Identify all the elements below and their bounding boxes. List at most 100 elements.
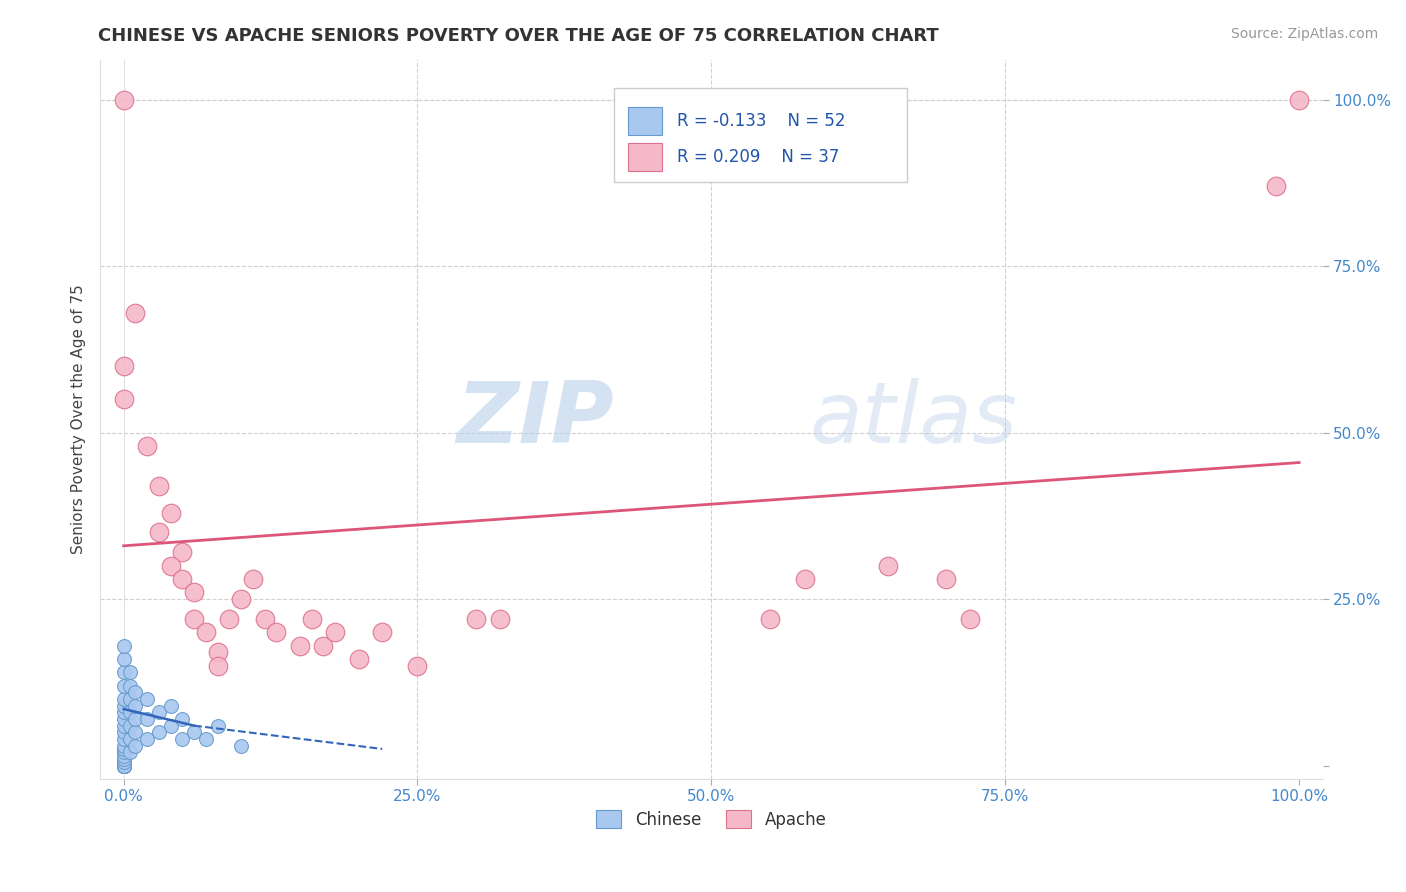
Point [112, 752, 135, 766]
Point [112, 359, 135, 373]
Point [266, 625, 288, 640]
Point [183, 612, 205, 626]
Point [112, 758, 135, 772]
Text: atlas: atlas [808, 377, 1017, 461]
Point [112, 742, 135, 756]
Point [194, 731, 217, 746]
Point [207, 645, 229, 659]
Point [112, 731, 135, 746]
Point [112, 758, 135, 772]
Point [465, 612, 488, 626]
Point [118, 745, 141, 759]
Point [172, 731, 194, 746]
Point [159, 506, 181, 520]
Point [371, 625, 394, 640]
Point [112, 712, 135, 726]
Point [253, 612, 276, 626]
Point [118, 692, 141, 706]
Point [112, 745, 135, 759]
Point [112, 758, 135, 772]
Point [136, 712, 159, 726]
Point [172, 572, 194, 586]
Point [112, 758, 135, 772]
Point [112, 758, 135, 772]
Point [118, 665, 141, 680]
Point [112, 652, 135, 666]
Point [124, 306, 146, 320]
Point [242, 572, 264, 586]
Text: CHINESE VS APACHE SENIORS POVERTY OVER THE AGE OF 75 CORRELATION CHART: CHINESE VS APACHE SENIORS POVERTY OVER T… [98, 27, 939, 45]
Point [406, 658, 429, 673]
Point [935, 572, 957, 586]
Point [959, 612, 981, 626]
Point [759, 612, 782, 626]
Text: ZIP: ZIP [456, 377, 613, 461]
Point [112, 665, 135, 680]
Point [136, 439, 159, 453]
Point [112, 679, 135, 693]
Point [112, 718, 135, 732]
Point [159, 718, 181, 732]
Point [207, 658, 229, 673]
Point [218, 612, 240, 626]
Point [112, 758, 135, 772]
Point [148, 725, 170, 739]
Point [172, 712, 194, 726]
Point [112, 692, 135, 706]
Point [112, 748, 135, 763]
Point [136, 731, 159, 746]
Point [148, 479, 170, 493]
Point [183, 725, 205, 739]
Point [231, 592, 253, 607]
Text: R = -0.133    N = 52: R = -0.133 N = 52 [678, 112, 845, 130]
Point [159, 558, 181, 573]
Point [112, 739, 135, 753]
Point [288, 639, 311, 653]
Point [231, 739, 253, 753]
Text: R = 0.209    N = 37: R = 0.209 N = 37 [678, 148, 839, 166]
Point [118, 718, 141, 732]
Point [124, 712, 146, 726]
Point [301, 612, 323, 626]
Point [183, 585, 205, 599]
Point [112, 758, 135, 772]
Point [112, 698, 135, 713]
Point [488, 612, 510, 626]
Point [794, 572, 817, 586]
Point [112, 756, 135, 770]
Text: Source: ZipAtlas.com: Source: ZipAtlas.com [1230, 27, 1378, 41]
Point [323, 625, 346, 640]
Point [207, 718, 229, 732]
Point [347, 652, 370, 666]
Point [172, 545, 194, 559]
FancyBboxPatch shape [628, 143, 662, 171]
Point [1264, 179, 1286, 194]
FancyBboxPatch shape [628, 107, 662, 135]
Point [112, 392, 135, 407]
Point [876, 558, 898, 573]
Point [112, 93, 135, 107]
Point [312, 639, 335, 653]
Point [118, 679, 141, 693]
Point [148, 525, 170, 540]
Point [124, 698, 146, 713]
Point [118, 706, 141, 720]
Point [1288, 93, 1310, 107]
Point [124, 739, 146, 753]
Point [112, 639, 135, 653]
FancyBboxPatch shape [613, 88, 907, 182]
Point [194, 625, 217, 640]
Point [112, 758, 135, 772]
Point [124, 725, 146, 739]
Point [148, 706, 170, 720]
Y-axis label: Seniors Poverty Over the Age of 75: Seniors Poverty Over the Age of 75 [72, 285, 86, 554]
Point [112, 758, 135, 772]
Point [136, 692, 159, 706]
Point [159, 698, 181, 713]
Point [112, 706, 135, 720]
Point [112, 725, 135, 739]
Point [112, 758, 135, 772]
Legend: Chinese, Apache: Chinese, Apache [589, 804, 832, 835]
Point [118, 731, 141, 746]
Point [124, 685, 146, 699]
